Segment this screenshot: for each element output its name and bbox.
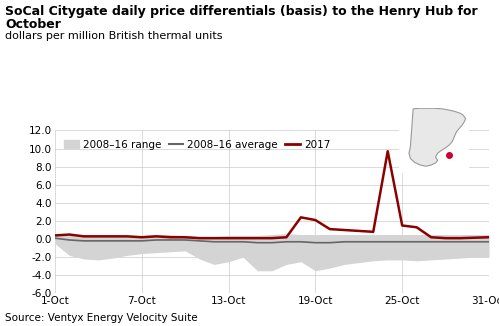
Text: dollars per million British thermal units: dollars per million British thermal unit… [5,31,223,41]
Text: Source: Ventyx Energy Velocity Suite: Source: Ventyx Energy Velocity Suite [5,313,198,323]
Text: SoCal Citygate daily price differentials (basis) to the Henry Hub for: SoCal Citygate daily price differentials… [5,5,478,18]
Legend: 2008–16 range, 2008–16 average, 2017: 2008–16 range, 2008–16 average, 2017 [60,136,335,154]
Polygon shape [409,108,466,166]
Text: October: October [5,18,61,31]
